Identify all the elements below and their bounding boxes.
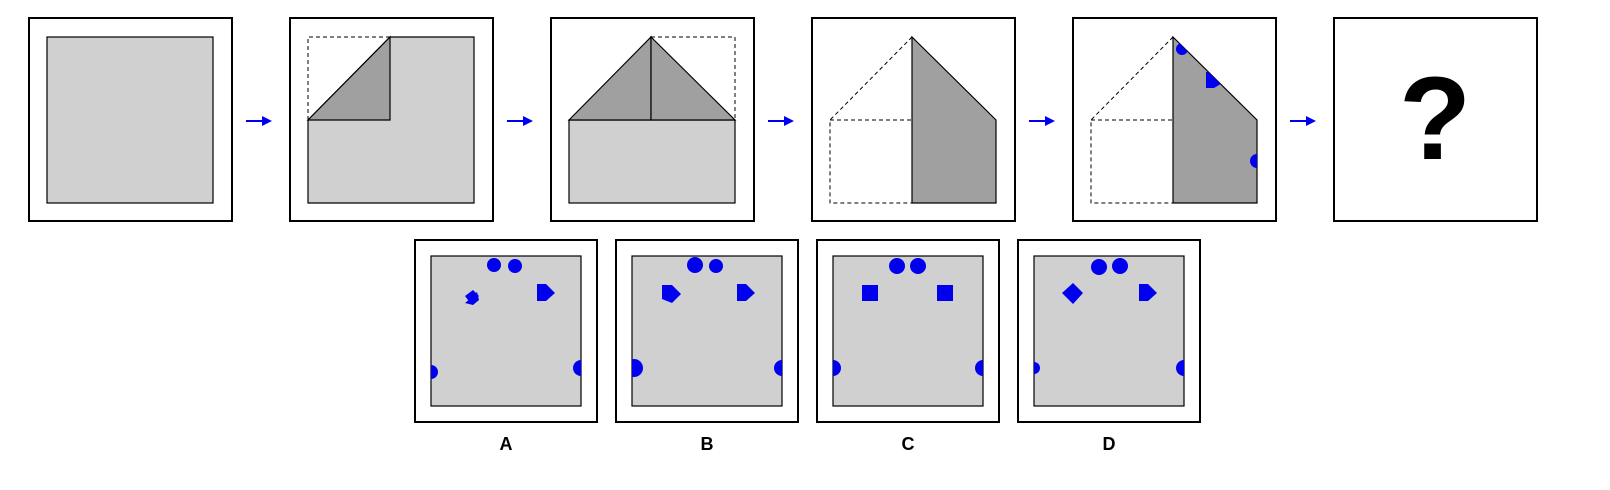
option-c-hexagon-right (910, 258, 926, 274)
option-d-paper (1033, 255, 1185, 407)
step-4-folded-paper (911, 35, 997, 204)
option-d-circle-right (1176, 360, 1184, 376)
step-2-panel (289, 17, 494, 222)
option-a-hexagon-left (487, 258, 501, 272)
step-3-panel (550, 17, 755, 222)
option-c-circle-left (833, 360, 841, 376)
option-b-circle-right (774, 360, 782, 376)
option-c-paper (832, 255, 984, 407)
step-3-paper (568, 119, 736, 204)
option-a-circle-left (431, 365, 438, 379)
option-d-hexagon-left (1091, 259, 1107, 275)
arrow-2 (507, 116, 533, 126)
step-2-folded-flap (306, 35, 391, 121)
arrow-1 (246, 116, 272, 126)
option-d[interactable]: D (1017, 239, 1201, 454)
option-c-label: C (902, 434, 915, 454)
option-a[interactable]: A (414, 239, 598, 454)
step-4-panel (811, 17, 1016, 222)
step-3-right-flap (650, 35, 737, 121)
option-a-label: A (500, 434, 513, 454)
option-d-pentagon (1139, 284, 1157, 301)
arrow-3 (768, 116, 794, 126)
step-1-panel (28, 17, 233, 222)
step-1-paper (46, 36, 214, 204)
arrow-5 (1290, 116, 1316, 126)
option-d-label: D (1103, 434, 1116, 454)
step-5-fold-outline (1090, 36, 1174, 204)
option-d-hexagon-right (1112, 258, 1128, 274)
punch-hole-pentagon (1206, 72, 1224, 88)
option-b-hexagon-left (687, 257, 703, 273)
step-5-folded-paper (1172, 35, 1258, 204)
option-b[interactable]: B (615, 239, 799, 454)
question-frame (1333, 17, 1538, 222)
option-b-pentagon-left (662, 285, 681, 303)
question-mark: ? (1399, 53, 1471, 185)
option-b-paper (631, 255, 783, 407)
arrow-4 (1029, 116, 1055, 126)
step-4-fold-outline (829, 36, 913, 204)
option-c[interactable]: C (816, 239, 1000, 454)
option-d-diamond (1062, 283, 1083, 304)
step-3-fold-outline (651, 36, 736, 120)
option-a-paper (430, 255, 582, 407)
option-a-pentagon (537, 284, 555, 301)
question-panel: ? (1333, 17, 1538, 222)
option-d-circle-left (1034, 362, 1040, 374)
punch-hole-circle (1250, 154, 1257, 168)
option-c-circle-right (975, 360, 983, 376)
option-b-pentagon-right (737, 284, 755, 301)
option-b-label: B (701, 434, 714, 454)
option-c-hexagon-left (889, 258, 905, 274)
step-5-panel (1072, 17, 1277, 222)
option-c-square-right (937, 285, 953, 301)
option-a-circle-right (573, 360, 581, 376)
option-c-square-left (862, 285, 878, 301)
option-b-hexagon-right (709, 259, 723, 273)
option-a-hexagon-right (508, 259, 522, 273)
option-b-circle-left (632, 359, 643, 377)
